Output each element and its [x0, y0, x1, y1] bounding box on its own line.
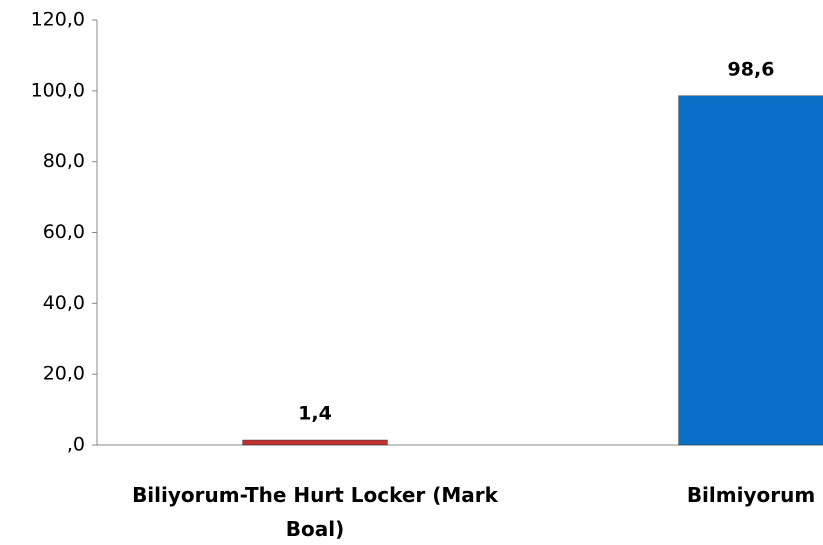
y-tick-label: 40,0 — [43, 292, 85, 314]
y-tick-label: ,0 — [67, 434, 85, 456]
y-tick-label: 60,0 — [43, 221, 85, 243]
bar — [242, 439, 388, 446]
y-tick-label: 120,0 — [31, 9, 85, 31]
x-tick-label: Bilmiyorum — [686, 483, 816, 507]
data-label: 98,6 — [728, 58, 775, 80]
x-tick-label: Biliyorum-The Hurt Locker (Mark Boal) — [132, 483, 498, 541]
bar — [678, 95, 823, 446]
y-tick-label: 80,0 — [43, 150, 85, 172]
data-label: 1,4 — [298, 403, 332, 425]
y-tick-label: 20,0 — [43, 363, 85, 385]
y-tick-label: 100,0 — [31, 79, 85, 101]
